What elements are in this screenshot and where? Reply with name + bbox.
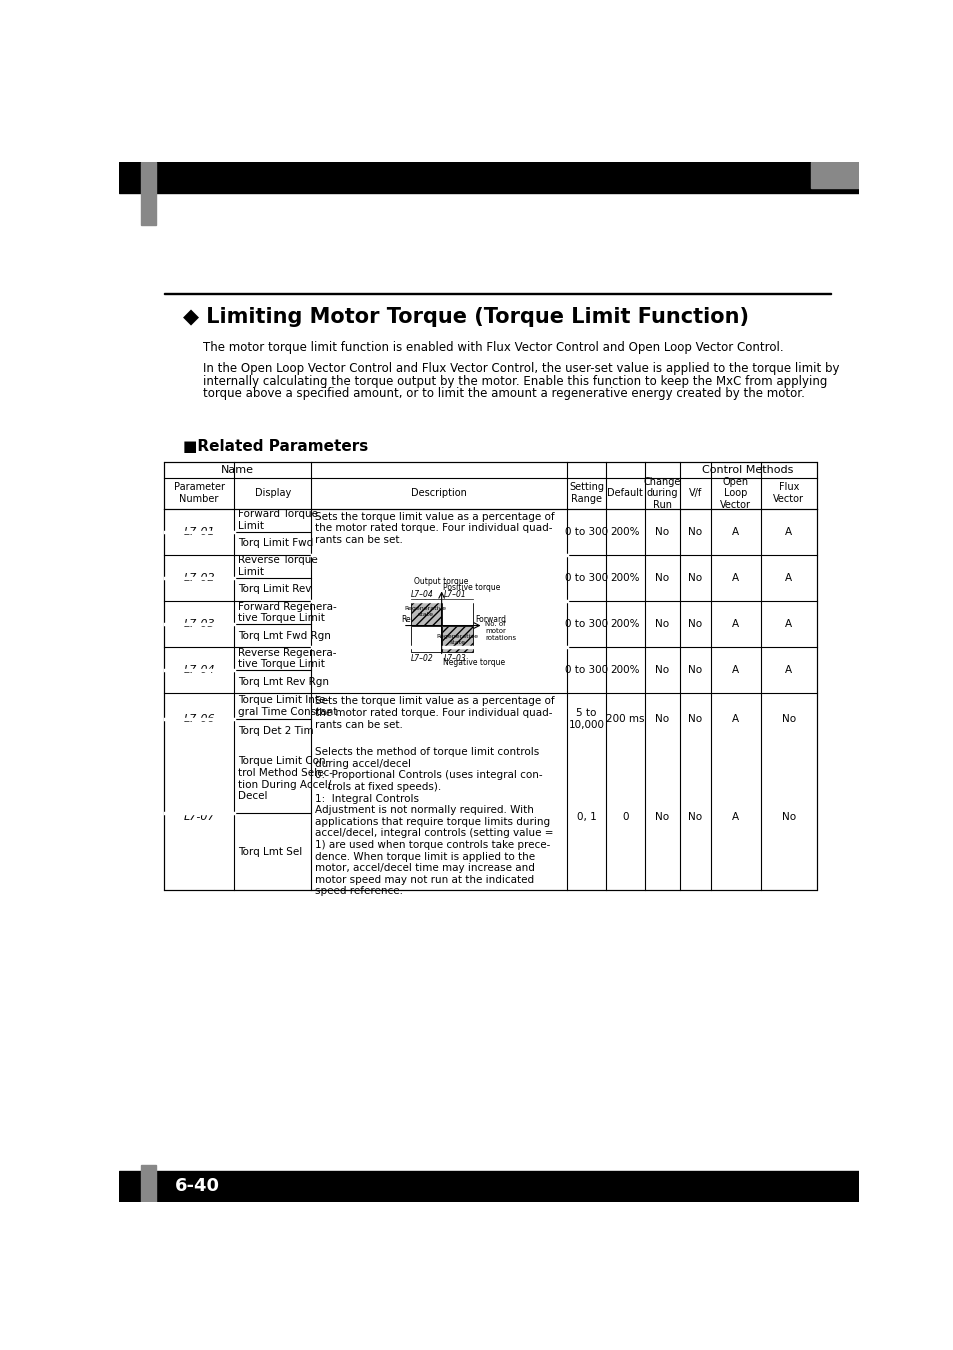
Text: A: A [732, 526, 739, 536]
Text: No: No [655, 620, 668, 629]
Text: A: A [784, 666, 792, 675]
Text: The motor torque limit function is enabled with Flux Vector Control and Open Loo: The motor torque limit function is enabl… [203, 340, 782, 354]
Text: Display: Display [254, 489, 291, 498]
Text: Torq Lmt Fwd Rgn: Torq Lmt Fwd Rgn [237, 630, 331, 640]
Text: Selects the method of torque limit controls
during accel/decel
0:  Proportional : Selects the method of torque limit contr… [315, 747, 554, 896]
Text: 6-40: 6-40 [174, 1177, 220, 1195]
Text: In the Open Loop Vector Control and Flux Vector Control, the user-set value is a: In the Open Loop Vector Control and Flux… [203, 362, 839, 375]
Text: No: No [655, 572, 668, 583]
Text: L7–01: L7–01 [443, 590, 466, 598]
Text: L7–03: L7–03 [443, 653, 466, 663]
Text: No: No [687, 620, 701, 629]
Text: No: No [687, 666, 701, 675]
Text: No: No [655, 666, 668, 675]
Text: 0 to 300: 0 to 300 [564, 526, 607, 536]
Text: 0 to 300: 0 to 300 [564, 572, 607, 583]
Text: Regenerative
state: Regenerative state [436, 634, 478, 645]
Text: ■Related Parameters: ■Related Parameters [183, 439, 368, 454]
Text: L7-02: L7-02 [183, 572, 214, 583]
Text: No: No [655, 526, 668, 536]
Text: No: No [687, 526, 701, 536]
Bar [141, 162, 156, 225]
Bar [164, 462, 816, 891]
Bar [119, 162, 858, 193]
Text: Forward Torque
Limit: Forward Torque Limit [237, 509, 317, 531]
Text: ◆ Limiting Motor Torque (Torque Limit Function): ◆ Limiting Motor Torque (Torque Limit Fu… [183, 306, 748, 327]
Text: A: A [732, 714, 739, 724]
Text: No: No [655, 813, 668, 822]
Text: No: No [781, 714, 795, 724]
Text: V/f: V/f [688, 489, 701, 498]
Text: A: A [732, 666, 739, 675]
Text: Positive torque: Positive torque [443, 583, 500, 593]
Text: L7-04: L7-04 [183, 666, 214, 675]
Bar [141, 1165, 156, 1202]
Text: Reverse Regenera-
tive Torque Limit: Reverse Regenera- tive Torque Limit [237, 648, 336, 670]
Text: Torq Limit Rev: Torq Limit Rev [237, 585, 311, 594]
Text: Torque Limit Con-
trol Method Selec-
tion During Accel/
Decel: Torque Limit Con- trol Method Selec- tio… [237, 756, 333, 801]
Text: Regenerative
state: Regenerative state [404, 606, 446, 617]
Text: A: A [732, 620, 739, 629]
Text: A: A [784, 526, 792, 536]
Bar [442, 598, 472, 625]
Text: 0 to 300: 0 to 300 [564, 666, 607, 675]
Bar [119, 1170, 858, 1202]
Bar [442, 626, 472, 652]
Text: Torq Lmt Sel: Torq Lmt Sel [237, 846, 302, 857]
Text: Parameter
Number: Parameter Number [173, 482, 224, 504]
Text: Sets the torque limit value as a percentage of
the motor rated torque. Four indi: Sets the torque limit value as a percent… [315, 697, 555, 729]
Text: Sets the torque limit value as a percentage of
the motor rated torque. Four indi: Sets the torque limit value as a percent… [315, 512, 555, 545]
Text: Forward Regenera-
tive Torque Limit: Forward Regenera- tive Torque Limit [237, 602, 336, 624]
Text: 200%: 200% [610, 666, 639, 675]
Text: No: No [687, 714, 701, 724]
Text: Name: Name [221, 464, 254, 475]
Text: Change
during
Run: Change during Run [642, 477, 680, 510]
Text: Forward: Forward [476, 616, 506, 624]
Text: 5 to
10,000: 5 to 10,000 [568, 707, 604, 729]
Text: Torq Det 2 Tim: Torq Det 2 Tim [237, 726, 314, 736]
Text: 200 ms: 200 ms [605, 714, 644, 724]
Bar [810, 162, 858, 188]
Text: No. of
motor
rotations: No. of motor rotations [484, 621, 516, 641]
Text: 200%: 200% [610, 526, 639, 536]
Text: Control Methods: Control Methods [701, 464, 793, 475]
Text: torque above a specified amount, or to limit the amount a regenerative energy cr: torque above a specified amount, or to l… [203, 387, 804, 400]
Text: 200%: 200% [610, 572, 639, 583]
Text: 200%: 200% [610, 620, 639, 629]
Text: L7-01: L7-01 [183, 526, 214, 536]
Text: Torq Limit Fwd: Torq Limit Fwd [237, 539, 313, 548]
Text: A: A [784, 620, 792, 629]
Text: 0: 0 [621, 813, 628, 822]
Text: L7-07: L7-07 [183, 813, 214, 822]
Text: Reverse Torque
Limit: Reverse Torque Limit [237, 555, 317, 576]
Text: Reverse: Reverse [401, 616, 432, 624]
Text: 0 to 300: 0 to 300 [564, 620, 607, 629]
Text: L7-03: L7-03 [183, 620, 214, 629]
Text: A: A [784, 572, 792, 583]
Text: L7–04: L7–04 [410, 590, 433, 598]
Text: Torq Lmt Rev Rgn: Torq Lmt Rev Rgn [237, 676, 329, 687]
Text: No: No [781, 813, 795, 822]
Text: Open
Loop
Vector: Open Loop Vector [720, 477, 750, 510]
Text: L7–02: L7–02 [410, 653, 433, 663]
Text: A: A [732, 813, 739, 822]
Text: Description: Description [411, 489, 467, 498]
Text: L7-06: L7-06 [183, 714, 214, 724]
Text: Torque Limit Inte-
gral Time Constant: Torque Limit Inte- gral Time Constant [237, 695, 336, 717]
Text: No: No [687, 813, 701, 822]
Text: Setting
Range: Setting Range [569, 482, 603, 504]
Text: 0, 1: 0, 1 [577, 813, 596, 822]
Bar [410, 626, 440, 652]
Bar [410, 598, 440, 625]
Text: No: No [655, 714, 668, 724]
Text: Flux
Vector: Flux Vector [773, 482, 803, 504]
Text: A: A [732, 572, 739, 583]
Text: No: No [687, 572, 701, 583]
Text: internally calculating the torque output by the motor. Enable this function to k: internally calculating the torque output… [203, 374, 826, 387]
Text: Default: Default [607, 489, 642, 498]
Text: Output torque: Output torque [414, 576, 468, 586]
Text: Negative torque: Negative torque [443, 657, 505, 667]
